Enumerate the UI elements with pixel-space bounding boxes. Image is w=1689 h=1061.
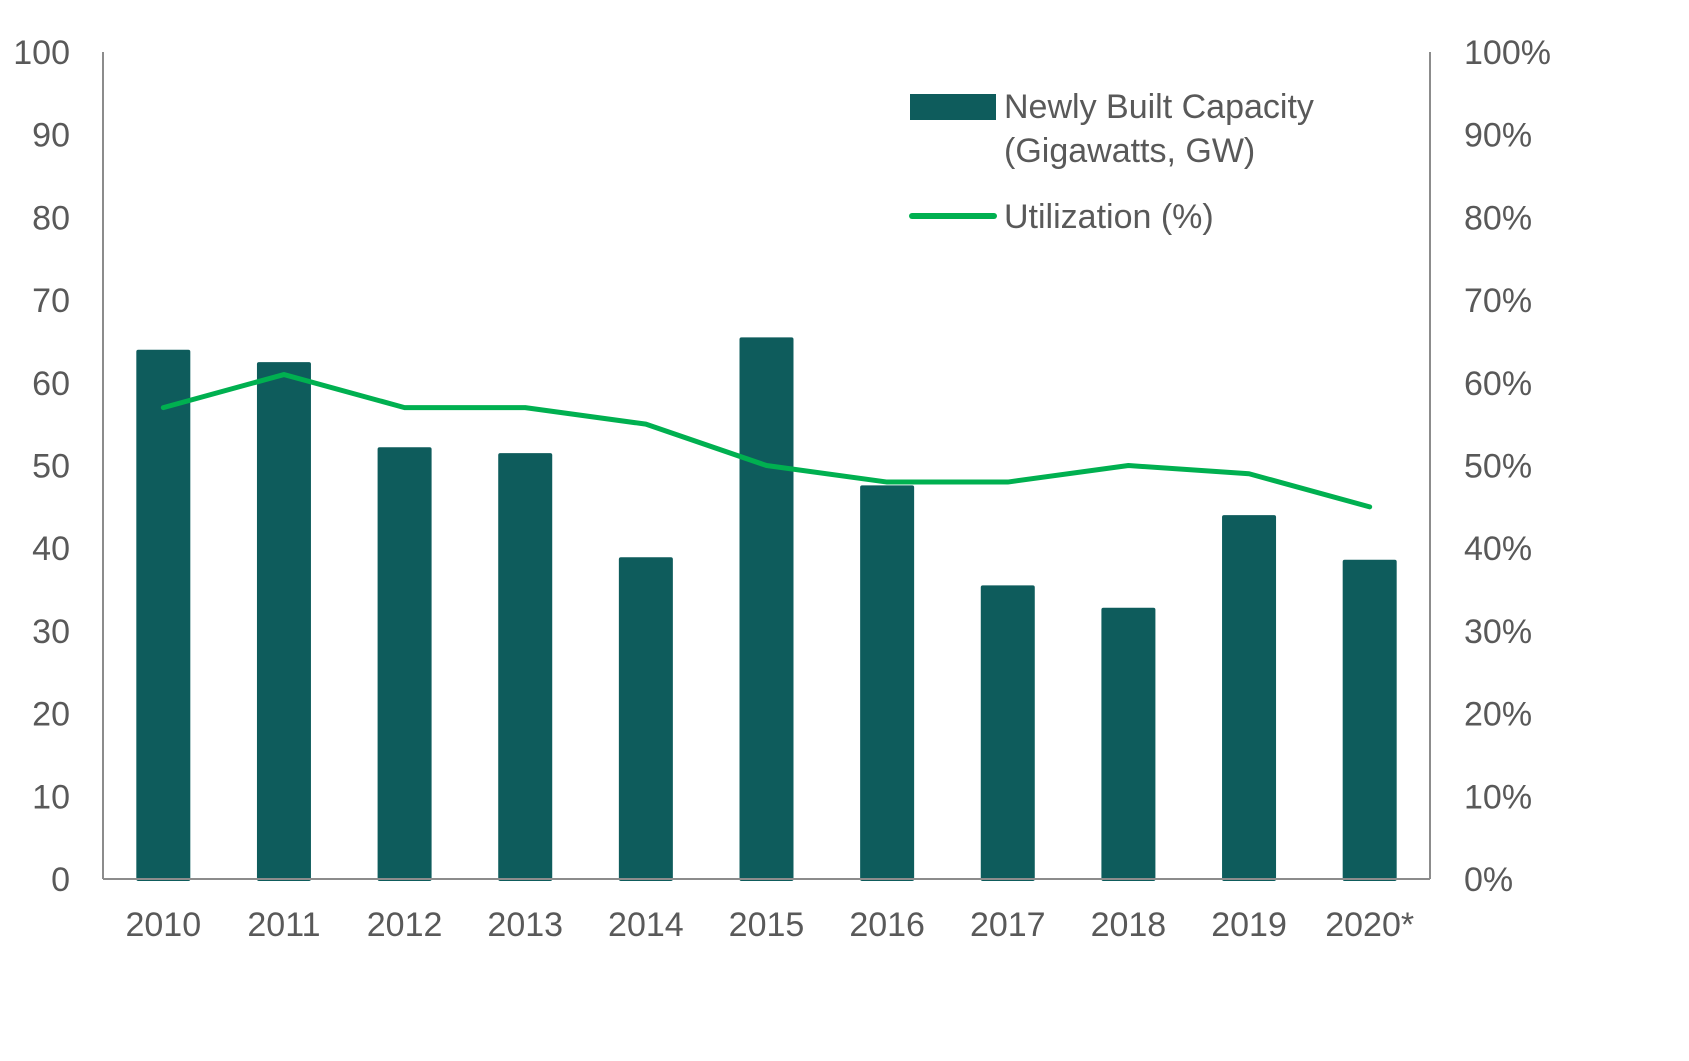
legend-bar-swatch — [910, 94, 996, 120]
x-tick-label: 2012 — [367, 906, 443, 944]
legend-line-label: Utilization (%) — [1004, 198, 1214, 236]
x-tick-label: 2019 — [1211, 906, 1287, 944]
bar-2012 — [377, 447, 432, 881]
bar-2018 — [1101, 607, 1156, 881]
right-tick-label: 80% — [1464, 199, 1532, 237]
left-tick-label: 90 — [32, 117, 70, 155]
x-tick-label: 2010 — [125, 906, 201, 944]
right-tick-label: 0% — [1464, 861, 1513, 899]
bar-2019 — [1222, 515, 1277, 881]
right-tick-label: 50% — [1464, 448, 1532, 486]
right-tick-label: 60% — [1464, 365, 1532, 403]
legend: Newly Built Capacity (Gigawatts, GW) Uti… — [909, 88, 1314, 236]
right-tick-label: 100% — [1464, 34, 1551, 72]
bar-2014 — [618, 557, 673, 881]
right-tick-label: 90% — [1464, 117, 1532, 155]
left-tick-label: 10 — [32, 778, 70, 816]
left-tick-label: 70 — [32, 282, 70, 320]
bar-2016 — [860, 485, 915, 881]
x-tick-label: 2015 — [729, 906, 805, 944]
bar-2011 — [256, 362, 311, 881]
left-tick-label: 80 — [32, 199, 70, 237]
line-series — [160, 372, 1373, 510]
left-tick-label: 0 — [51, 861, 70, 899]
x-tick-label: 2017 — [970, 906, 1046, 944]
bar-2020* — [1342, 559, 1397, 881]
right-tick-label: 70% — [1464, 282, 1532, 320]
right-tick-label: 30% — [1464, 613, 1532, 651]
left-tick-label: 60 — [32, 365, 70, 403]
x-tick-label: 2014 — [608, 906, 684, 944]
right-y-axis: 0% 10% 20% 30% 40% 50% 60% 70% 80% 90% 100% — [1429, 34, 1551, 899]
left-y-axis: 0 10 20 30 40 50 60 70 80 90 100 — [13, 34, 104, 899]
right-tick-label: 10% — [1464, 778, 1532, 816]
x-tick-label: 2016 — [849, 906, 925, 944]
left-tick-label: 20 — [32, 696, 70, 734]
left-tick-label: 40 — [32, 530, 70, 568]
x-tick-label: 2018 — [1091, 906, 1167, 944]
legend-bar-label-1: Newly Built Capacity — [1004, 88, 1314, 126]
bar-2010 — [136, 349, 191, 882]
left-tick-label: 50 — [32, 448, 70, 486]
right-tick-label: 20% — [1464, 696, 1532, 734]
left-tick-label: 30 — [32, 613, 70, 651]
bar-2015 — [739, 337, 794, 881]
x-tick-label: 2020* — [1325, 906, 1414, 944]
x-tick-label: 2011 — [247, 906, 320, 944]
bar-2017 — [980, 585, 1035, 881]
legend-bar-label-2: (Gigawatts, GW) — [1004, 132, 1255, 170]
x-axis: 2010 2011 2012 2013 2014 2015 2016 2017 2018 2019… — [103, 878, 1430, 944]
bar-2013 — [498, 453, 553, 881]
right-tick-label: 40% — [1464, 530, 1532, 568]
x-tick-label: 2013 — [487, 906, 563, 944]
left-tick-label: 100 — [13, 34, 70, 72]
utilization-line — [160, 372, 1373, 510]
bar-series — [136, 337, 1397, 882]
